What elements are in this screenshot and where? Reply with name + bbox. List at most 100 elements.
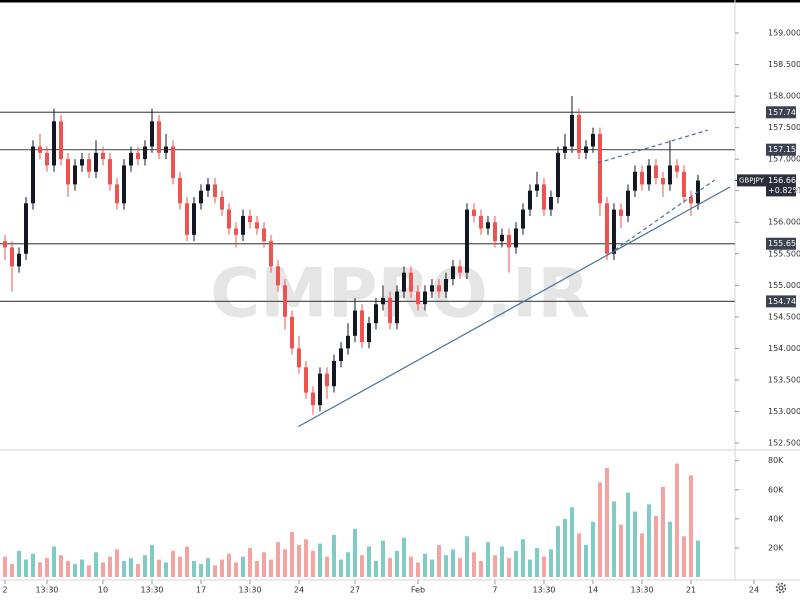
candle-body <box>163 146 168 153</box>
candle-body <box>338 348 343 361</box>
candle-body <box>149 121 154 147</box>
candle-body <box>555 152 560 197</box>
volume-bar <box>100 562 105 577</box>
volume-bar <box>107 556 112 577</box>
volume-bar <box>212 565 217 577</box>
candle-body <box>548 196 553 210</box>
volume-bar <box>135 563 140 577</box>
candle-body <box>569 114 574 147</box>
volume-bar <box>65 561 70 577</box>
volume-bar <box>254 561 259 577</box>
candle-body <box>114 184 119 204</box>
candle-body <box>296 348 301 368</box>
candle-body <box>408 272 413 292</box>
volume-bar <box>121 561 126 577</box>
candle-body <box>359 310 364 343</box>
volume-bar <box>275 542 280 577</box>
candle-body <box>268 241 273 267</box>
y-tick-label: 153.500 <box>768 375 800 384</box>
volume-bar <box>506 558 511 577</box>
candle-body <box>9 247 14 267</box>
symbol-box <box>737 174 766 187</box>
volume-bar <box>352 529 357 577</box>
volume-bar <box>394 550 399 577</box>
volume-bar <box>16 550 21 577</box>
candle-body <box>345 335 350 349</box>
volume-bar <box>618 524 623 577</box>
candle-body <box>135 152 140 160</box>
candle-body <box>541 184 546 210</box>
candle-body <box>394 291 399 324</box>
candle-body <box>478 215 483 229</box>
volume-bar <box>191 561 196 577</box>
candle-body <box>170 146 175 179</box>
x-tick-label: 14 <box>588 586 598 595</box>
volume-bar <box>338 559 343 577</box>
volume-tick-label: 60K <box>768 485 784 494</box>
volume-bar <box>268 559 273 577</box>
volume-bar <box>401 537 406 577</box>
volume-bar <box>695 540 700 577</box>
volume-bar <box>324 556 329 577</box>
candle-body <box>597 133 602 204</box>
candle-body <box>128 152 133 166</box>
volume-bar <box>541 556 546 577</box>
volume-bar <box>688 475 693 577</box>
volume-bar <box>639 533 644 577</box>
volume-bar <box>51 546 56 577</box>
volume-bar <box>660 486 665 577</box>
candle-body <box>485 222 490 229</box>
candle-body <box>65 159 70 185</box>
x-tick-label: 13:30 <box>532 586 555 595</box>
candle-body <box>289 316 294 349</box>
candle-body <box>261 228 266 242</box>
volume-bar <box>646 504 651 577</box>
candle-body <box>100 152 105 160</box>
volume-bar <box>303 539 308 577</box>
volume-bar <box>44 558 49 577</box>
candle-body <box>373 304 378 324</box>
volume-bar <box>548 549 553 577</box>
y-tick-label: 155.500 <box>768 249 800 258</box>
candle-body <box>51 121 56 166</box>
volume-bar <box>450 549 455 577</box>
volume-bar <box>527 559 532 577</box>
candle-body <box>464 209 469 273</box>
candle-body <box>590 133 595 147</box>
x-tick-label: 10 <box>98 586 108 595</box>
x-tick-label: 27 <box>350 586 360 595</box>
candle-body <box>352 310 357 336</box>
candle-body <box>688 196 693 204</box>
candle-body <box>156 121 161 153</box>
candle-body <box>191 203 196 235</box>
volume-bar <box>156 559 161 577</box>
candle-body <box>37 146 42 153</box>
volume-bar <box>128 558 133 577</box>
volume-bar <box>373 561 378 577</box>
volume-bar <box>387 558 392 577</box>
volume-bar <box>464 536 469 577</box>
x-tick-label: 13:30 <box>140 586 163 595</box>
candle-body <box>226 209 231 229</box>
volume-bar <box>261 552 266 577</box>
candle-body <box>198 190 203 204</box>
candle-body <box>177 178 182 204</box>
volume-bar <box>457 558 462 577</box>
y-tick-label: 158.000 <box>768 92 800 101</box>
volume-bar <box>625 492 630 577</box>
candle-body <box>506 234 511 248</box>
settings-icon[interactable] <box>775 582 787 594</box>
level-label-box <box>766 295 796 308</box>
y-tick-label: 156.000 <box>768 218 800 227</box>
watermark: CMPRO.IR <box>210 255 590 334</box>
candle-body <box>93 152 98 172</box>
candle-body <box>562 146 567 153</box>
level-label-box <box>766 106 796 119</box>
x-tick-label: 24 <box>294 586 304 595</box>
last-price-box <box>766 174 796 197</box>
candle-body <box>450 266 455 279</box>
volume-bar <box>233 562 238 577</box>
volume-bar <box>590 521 595 577</box>
candle-body <box>247 215 252 223</box>
volume-bar <box>2 556 7 577</box>
